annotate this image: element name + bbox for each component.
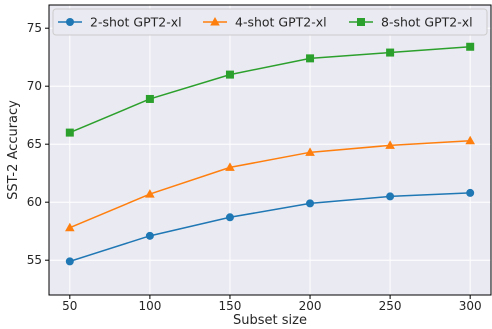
data-point xyxy=(65,257,74,266)
data-point xyxy=(386,48,395,57)
data-point xyxy=(466,42,475,51)
y-tick-label: 75 xyxy=(27,21,42,35)
legend-item: 4-shot GPT2-xl xyxy=(203,15,327,30)
series-1 xyxy=(65,188,475,266)
data-point xyxy=(65,128,74,137)
legend-marker xyxy=(66,18,74,26)
data-point xyxy=(225,213,234,222)
data-point xyxy=(306,54,315,63)
data-point xyxy=(145,189,155,198)
legend-marker xyxy=(357,18,365,26)
legend-label: 4-shot GPT2-xl xyxy=(235,15,327,30)
data-point xyxy=(65,222,75,232)
x-tick-label: 100 xyxy=(138,299,161,313)
series-2 xyxy=(65,135,475,232)
x-tick-label: 150 xyxy=(219,299,242,313)
series-line xyxy=(69,139,471,229)
data-point xyxy=(306,199,315,208)
legend-marker xyxy=(210,17,220,26)
x-tick-label: 250 xyxy=(379,299,402,313)
legend-label: 8-shot GPT2-xl xyxy=(381,15,473,30)
data-point xyxy=(145,231,154,240)
plot-frame xyxy=(48,4,492,296)
legend-label: 2-shot GPT2-xl xyxy=(90,15,182,30)
y-tick-label: 65 xyxy=(27,137,42,151)
y-tick-label: 70 xyxy=(27,79,42,93)
data-point xyxy=(386,192,395,201)
series-line xyxy=(69,192,471,263)
data-point xyxy=(145,94,154,103)
x-tick-label: 50 xyxy=(62,299,77,313)
legend-item: 8-shot GPT2-xl xyxy=(349,15,473,30)
x-axis-label: Subset size xyxy=(233,313,307,328)
y-axis-label: SST-2 Accuracy xyxy=(6,100,21,200)
series-3 xyxy=(65,42,475,137)
data-point xyxy=(305,147,315,156)
series-layer xyxy=(65,42,475,266)
data-point xyxy=(225,162,235,171)
y-axis-ticks: 55 60 65 70 75 xyxy=(27,21,49,267)
x-axis-ticks: 50 100 150 200 250 300 xyxy=(62,295,482,313)
plot-area xyxy=(49,5,491,295)
data-point xyxy=(465,135,475,145)
data-point xyxy=(385,140,395,149)
legend-item: 2-shot GPT2-xl xyxy=(58,15,182,30)
legend-frame xyxy=(52,8,488,36)
data-point xyxy=(466,188,475,197)
x-tick-label: 200 xyxy=(299,299,322,313)
data-point xyxy=(225,70,234,79)
legend: 2-shot GPT2-xl 4-shot GPT2-xl 8-shot GPT2-… xyxy=(52,8,488,36)
x-tick-label: 300 xyxy=(459,299,482,313)
series-line xyxy=(69,46,471,134)
y-tick-label: 55 xyxy=(27,253,42,267)
y-tick-label: 60 xyxy=(27,195,42,209)
